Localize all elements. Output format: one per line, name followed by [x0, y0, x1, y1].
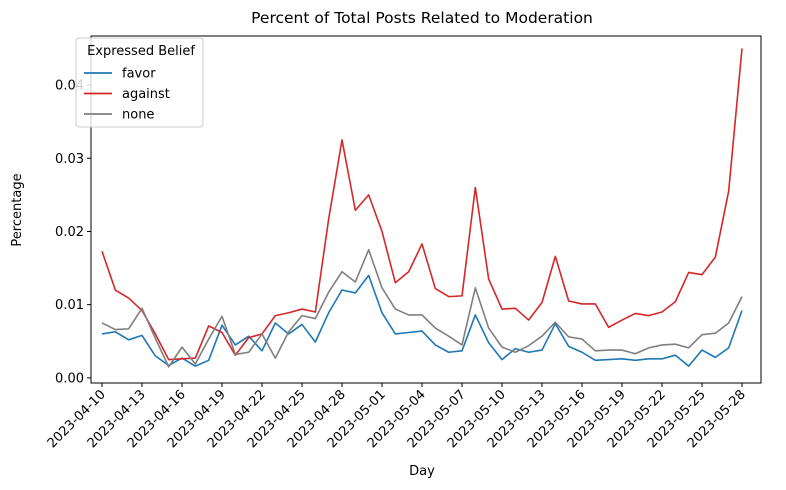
x-axis-label: Day [409, 464, 435, 479]
y-tick-label: 0.03 [55, 152, 84, 167]
legend-title: Expressed Belief [87, 44, 195, 59]
legend-label-none: none [122, 108, 154, 123]
plot-frame [90, 35, 762, 384]
series-line-against [101, 48, 743, 361]
plot-area [101, 48, 743, 368]
y-tick-label: 0.02 [55, 225, 84, 240]
legend-label-favor: favor [122, 67, 156, 82]
legend-box [75, 37, 204, 128]
chart-title: Percent of Total Posts Related to Modera… [251, 9, 593, 27]
y-tick-label: 0.00 [55, 371, 84, 386]
legend-label-against: against [122, 87, 170, 102]
x-axis: 2023-04-102023-04-132023-04-162023-04-19… [45, 383, 749, 451]
series-line-favor [101, 274, 743, 367]
series-line-none [101, 248, 743, 368]
y-axis-label: Percentage [10, 173, 25, 246]
y-tick-label: 0.01 [55, 298, 84, 313]
legend: Expressed Belief favor against none [75, 37, 204, 128]
